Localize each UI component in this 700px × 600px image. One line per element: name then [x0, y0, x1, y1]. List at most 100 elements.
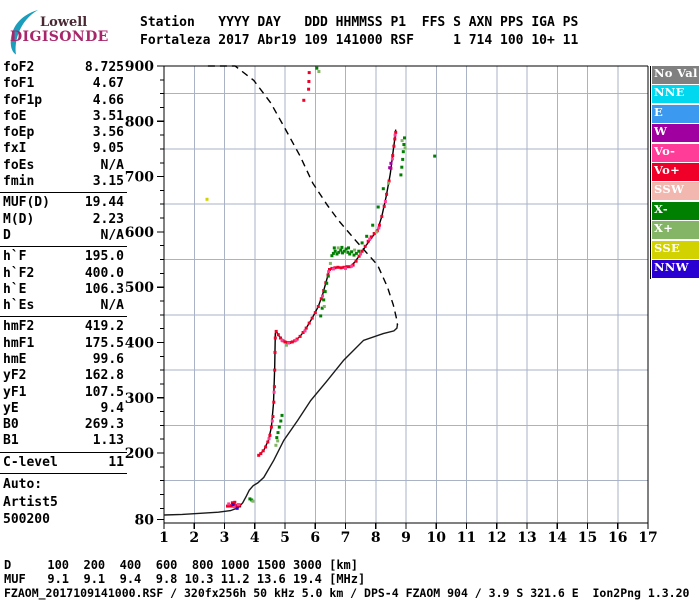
svg-text:200: 200: [125, 446, 154, 462]
autoscaler-info: Artist5: [3, 494, 58, 510]
legend-item: X+: [652, 221, 699, 240]
param-value: 9.05: [92, 141, 124, 157]
digisonde-logo: Lowell DIGISONDE: [2, 4, 122, 56]
parameter-panel: foF2 8.725 foF1 4.67 foF1p 4.66 foE 3.51 foEp 3.5…: [0, 60, 127, 529]
logo-lowell-text: Lowell: [40, 15, 88, 30]
param-value: 107.5: [84, 384, 124, 400]
svg-text:4: 4: [250, 530, 260, 546]
svg-text:600: 600: [125, 225, 154, 241]
svg-text:14: 14: [548, 530, 568, 546]
param-label: foF1: [3, 76, 35, 92]
param-row: B1 1.13: [0, 433, 127, 449]
param-row: foF1p 4.66: [0, 93, 127, 109]
svg-text:900: 900: [125, 59, 154, 75]
param-row: foF2 8.725: [0, 60, 127, 76]
param-row: yE 9.4: [0, 401, 127, 417]
legend-item: SSW: [652, 182, 699, 201]
param-value: N/A: [100, 227, 124, 243]
svg-text:400: 400: [125, 335, 154, 351]
param-value: 1.13: [92, 433, 124, 449]
param-label: hmE: [3, 352, 27, 367]
param-row: foE 3.51: [0, 109, 127, 125]
svg-text:1: 1: [159, 530, 169, 546]
param-label: h`F2: [3, 265, 35, 281]
legend-item: No Val: [652, 66, 699, 84]
distance-row: D 100 200 400 600 800 1000 1500 3000 [km…: [4, 558, 359, 572]
param-value: N/A: [100, 298, 124, 314]
param-row: fxI 9.05: [0, 141, 127, 157]
svg-text:12: 12: [487, 530, 506, 546]
legend-item: NNE: [652, 85, 699, 104]
panel-divider: [0, 451, 127, 453]
panel-divider: [0, 192, 127, 194]
param-value: 11: [108, 454, 124, 470]
param-value: 19.44: [84, 195, 124, 211]
svg-text:300: 300: [125, 391, 154, 407]
svg-text:16: 16: [608, 530, 627, 546]
param-value: 106.3: [84, 281, 124, 297]
param-label: MUF(D): [3, 195, 50, 211]
muf-row: MUF 9.1 9.1 9.4 9.8 10.3 11.2 13.6 19.4 …: [4, 572, 366, 586]
param-value: 9.4: [100, 400, 124, 416]
param-row: hmF2 419.2: [0, 319, 127, 335]
svg-text:500: 500: [125, 280, 154, 296]
svg-text:10: 10: [427, 530, 447, 546]
param-label: hmF1: [3, 335, 35, 351]
param-value: 162.8: [84, 368, 124, 384]
panel-divider: [0, 472, 127, 474]
legend-item: NNW: [652, 259, 699, 278]
param-label: foEs: [3, 157, 35, 173]
logo-arc-icon: [10, 10, 38, 55]
param-label: yE: [3, 400, 19, 416]
param-row: D N/A: [0, 228, 127, 244]
svg-text:5: 5: [280, 530, 290, 546]
legend-item: E: [652, 104, 699, 123]
param-value: 8.725: [84, 60, 124, 75]
param-row: h`F2 400.0: [0, 266, 127, 282]
param-value: 3.51: [92, 108, 124, 124]
svg-text:3: 3: [220, 530, 230, 546]
echo-status-legend: No Val NNE E W Vo- Vo+ SSW X- X+ SSE NNW: [650, 66, 699, 280]
svg-text:17: 17: [638, 530, 657, 546]
param-label: B1: [3, 433, 19, 449]
param-value: 175.5: [84, 335, 124, 351]
logo-digisonde-text: DIGISONDE: [10, 29, 109, 45]
param-label: B0: [3, 417, 19, 433]
panel-divider: [0, 316, 127, 318]
legend-item: X-: [652, 201, 699, 220]
autoscaler-info: 500200: [3, 512, 50, 528]
file-info-row: FZAOM_2017109141000.RSF / 320fx256h 50 k…: [4, 586, 690, 600]
param-label: foF1p: [3, 92, 43, 108]
param-value: 400.0: [84, 265, 124, 281]
param-value: 419.2: [84, 319, 124, 335]
param-label: yF2: [3, 368, 27, 384]
param-value: 2.23: [92, 211, 124, 227]
param-value: 99.6: [92, 352, 124, 367]
param-value: 4.67: [92, 76, 124, 92]
param-row: hmE 99.6: [0, 352, 127, 368]
param-label: D: [3, 227, 11, 243]
svg-text:800: 800: [125, 114, 154, 130]
param-label: foF2: [3, 60, 35, 75]
param-row: B0 269.3: [0, 417, 127, 433]
param-row: yF2 162.8: [0, 368, 127, 384]
legend-item: Vo-: [652, 143, 699, 162]
param-value: N/A: [100, 157, 124, 173]
header-station-values: Fortaleza 2017 Abr19 109 141000 RSF 1 71…: [140, 33, 579, 48]
param-row: foF1 4.67: [0, 76, 127, 92]
param-label: foE: [3, 108, 27, 124]
svg-text:700: 700: [125, 170, 154, 186]
legend-item: SSE: [652, 240, 699, 259]
svg-text:6: 6: [310, 530, 320, 546]
param-value: 4.66: [92, 92, 124, 108]
param-label: h`F: [3, 249, 27, 265]
param-row: h`E 106.3: [0, 282, 127, 298]
param-label: h`E: [3, 281, 27, 297]
param-label: M(D): [3, 211, 35, 227]
param-value: 269.3: [84, 417, 124, 433]
param-label: foEp: [3, 125, 35, 141]
param-row: M(D) 2.23: [0, 212, 127, 228]
svg-text:15: 15: [578, 530, 597, 546]
svg-text:7: 7: [341, 530, 351, 546]
